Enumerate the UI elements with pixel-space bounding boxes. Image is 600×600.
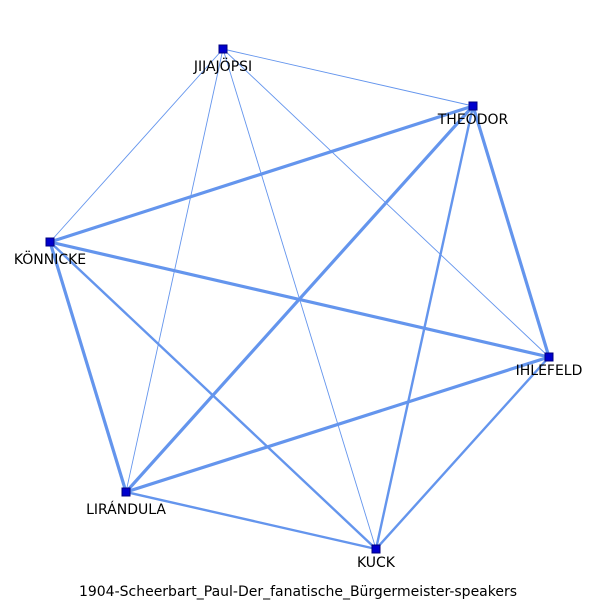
edge-ihlefeld-lirandula [125,355,550,494]
edges-layer [48,48,551,551]
node-theodor [468,101,478,111]
edge-ihlefeld-kuck [375,356,550,550]
edge-theodor-ihlefeld [471,105,551,358]
node-kuck [371,544,381,554]
edge-jijajopsi-theodor [222,48,474,107]
edge-konnicke-ihlefeld [49,240,550,359]
node-label-jijajopsi: JIJAJÖPSI [193,57,252,75]
diagram-caption: 1904-Scheerbart_Paul-Der_fanatische_Bürg… [79,584,517,600]
node-label-theodor: THEODOR [437,112,509,128]
edge-konnicke-kuck [49,241,377,550]
node-label-ihlefeld: IHLEFELD [516,363,583,379]
node-lirandula [121,487,131,497]
edge-lirandula-kuck [125,490,377,551]
node-label-konnicke: KÖNNICKE [14,250,86,268]
edge-theodor-konnicke [49,104,474,244]
labels-layer: JIJAJÖPSI THEODOR KÖNNICKE IHLEFELD LIRÁNDUL… [14,57,583,571]
node-konnicke [45,237,55,247]
node-label-lirandula: LIRÁNDULA [86,501,166,518]
nodes-layer [45,44,554,554]
node-ihlefeld [544,352,554,362]
node-label-kuck: KUCK [357,555,396,571]
edge-jijajopsi-konnicke [49,48,224,243]
node-jijajopsi [218,44,228,54]
edge-konnicke-lirandula [48,241,128,493]
